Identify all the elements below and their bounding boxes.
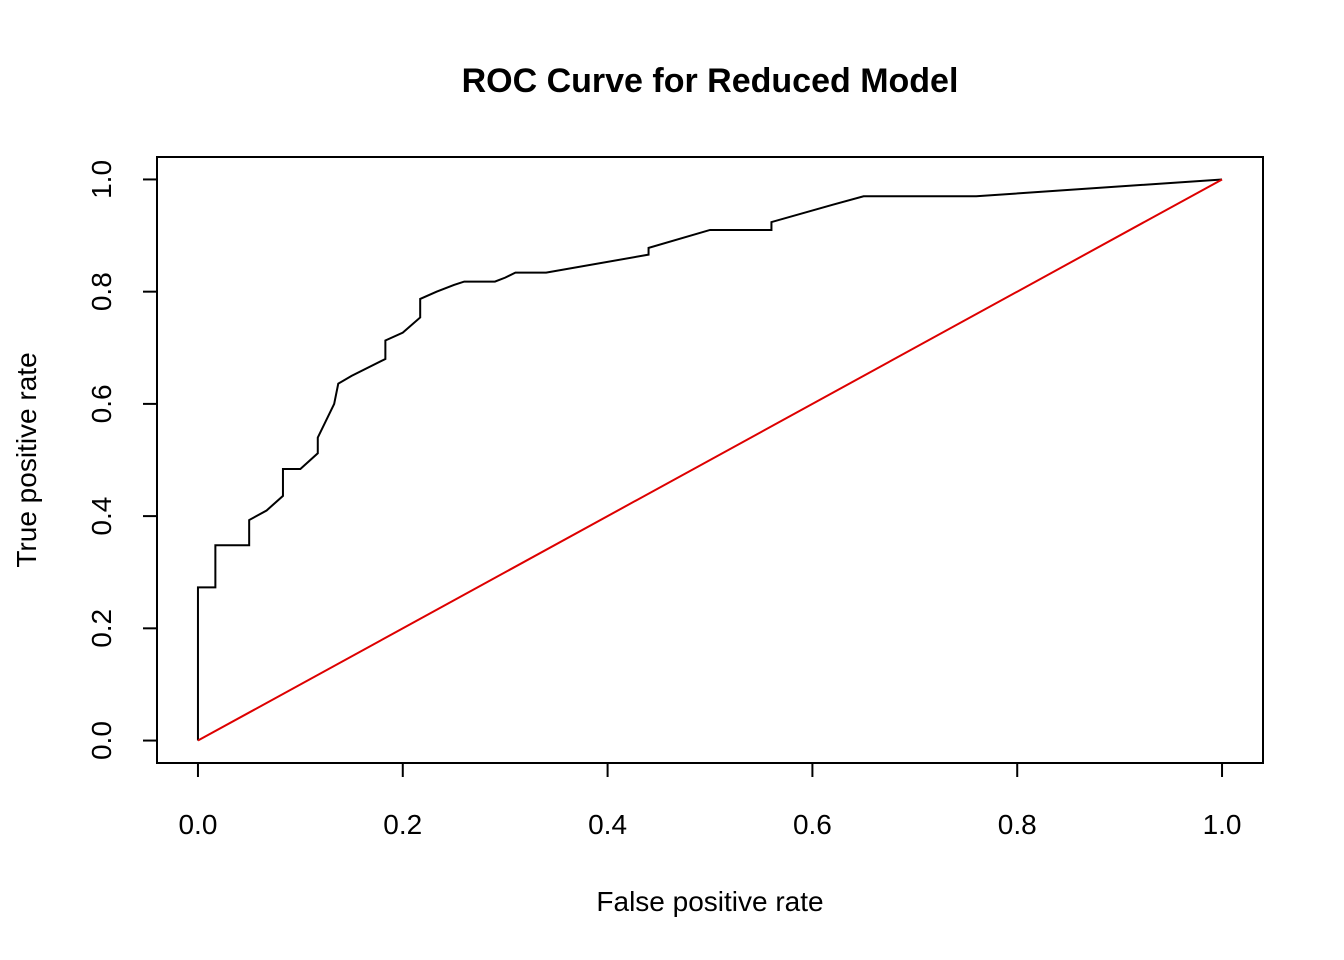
y-axis-label: True positive rate <box>11 352 42 567</box>
roc-curve-line <box>196 178 1223 741</box>
y-tick-label: 0.6 <box>86 384 117 423</box>
x-tick-label: 1.0 <box>1203 809 1242 840</box>
x-tick-label: 0.6 <box>793 809 832 840</box>
y-tick-label: 0.0 <box>86 721 117 760</box>
x-tick-label: 0.0 <box>178 809 217 840</box>
x-tick-label: 0.4 <box>588 809 627 840</box>
y-tick-label: 0.2 <box>86 609 117 648</box>
series-layer <box>196 178 1223 742</box>
chart-title: ROC Curve for Reduced Model <box>462 62 959 100</box>
diagonal-reference-line <box>197 178 1223 742</box>
y-tick-label: 1.0 <box>86 160 117 199</box>
y-axis: 0.0 0.2 0.4 0.6 0.8 1.0 <box>86 160 158 760</box>
x-axis-label: False positive rate <box>596 886 823 917</box>
y-tick-label: 0.8 <box>86 272 117 311</box>
y-tick-label: 0.4 <box>86 497 117 536</box>
x-tick-label: 0.2 <box>383 809 422 840</box>
x-tick-label: 0.8 <box>998 809 1037 840</box>
x-axis: 0.0 0.2 0.4 0.6 0.8 1.0 <box>178 762 1242 840</box>
